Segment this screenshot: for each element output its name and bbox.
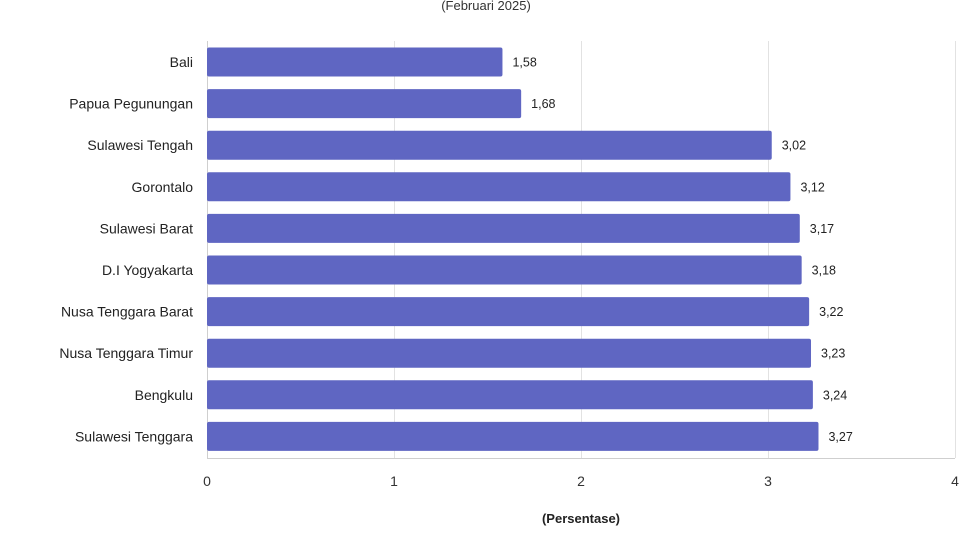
x-axis-title: (Persentase) <box>542 511 620 526</box>
value-labels: 1,58 1,68 3,02 3,12 3,17 3,18 3,22 3,23 3,24 3,27 <box>512 56 852 444</box>
category-label: Nusa Tenggara Timur <box>59 345 193 361</box>
bar <box>207 130 772 160</box>
x-tick-label: 4 <box>951 473 959 489</box>
x-tick-label: 1 <box>390 473 398 489</box>
bar <box>207 338 812 368</box>
x-tick-label: 3 <box>764 473 772 489</box>
category-labels: Bali Papua Pegunungan Sulawesi Tengah Goron… <box>59 54 193 444</box>
data-label: 3,23 <box>821 347 845 361</box>
category-label: Sulawesi Tengah <box>87 137 193 153</box>
bar <box>207 89 522 119</box>
bar <box>207 172 791 202</box>
data-label: 3,02 <box>782 139 806 153</box>
bar <box>207 255 802 285</box>
category-label: Nusa Tenggara Barat <box>61 304 193 320</box>
x-tick-label: 0 <box>203 473 211 489</box>
data-label: 3,27 <box>828 430 852 444</box>
category-label: Bengkulu <box>135 387 193 403</box>
category-label: Bali <box>170 54 193 70</box>
bar <box>207 421 819 451</box>
data-label: 3,22 <box>819 305 843 319</box>
bar <box>207 213 800 243</box>
x-tick-label: 2 <box>577 473 585 489</box>
data-label: 3,24 <box>823 388 847 402</box>
category-label: Papua Pegunungan <box>69 96 193 112</box>
x-tick-labels: 0 1 2 3 4 <box>203 473 959 489</box>
bar <box>207 297 810 327</box>
data-label: 1,68 <box>531 97 555 111</box>
bar <box>207 380 813 410</box>
data-label: 3,17 <box>810 222 834 236</box>
category-label: Sulawesi Barat <box>100 220 193 236</box>
category-label: D.I Yogyakarta <box>102 262 193 278</box>
category-label: Sulawesi Tenggara <box>75 428 193 444</box>
category-label: Gorontalo <box>132 179 194 195</box>
data-label: 3,18 <box>812 264 836 278</box>
bars-group <box>207 47 819 451</box>
bar <box>207 47 503 77</box>
chart-subtitle: (Februari 2025) <box>441 0 531 13</box>
data-label: 1,58 <box>512 56 536 70</box>
data-label: 3,12 <box>800 180 824 194</box>
